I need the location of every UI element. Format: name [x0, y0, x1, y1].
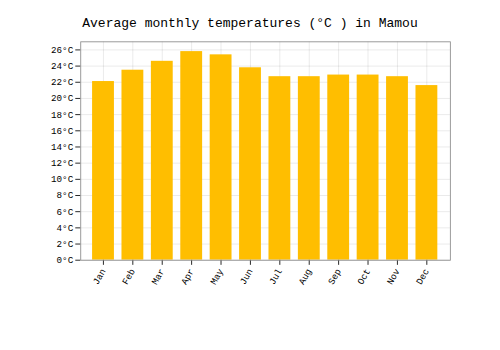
svg-text:20°C: 20°C — [51, 93, 74, 104]
svg-text:0°C: 0°C — [57, 255, 74, 266]
svg-text:4°C: 4°C — [57, 223, 74, 234]
svg-text:Jan: Jan — [91, 267, 109, 287]
svg-text:8°C: 8°C — [57, 190, 74, 201]
svg-text:Aug: Aug — [297, 267, 315, 287]
svg-text:18°C: 18°C — [51, 110, 74, 121]
svg-text:12°C: 12°C — [51, 158, 74, 169]
svg-text:Feb: Feb — [120, 267, 138, 287]
html-text:Average monthly temperatures (: Average monthly temperatures (°C ) in Ma… — [82, 16, 418, 31]
svg-text:May: May — [208, 267, 226, 287]
svg-text:Oct: Oct — [355, 267, 373, 287]
svg-text:Dec: Dec — [414, 267, 432, 287]
svg-text:22°C: 22°C — [51, 77, 74, 88]
svg-text:Apr: Apr — [179, 267, 197, 287]
svg-text:10°C: 10°C — [51, 174, 74, 185]
svg-text:6°C: 6°C — [57, 207, 74, 218]
svg-text:14°C: 14°C — [51, 142, 74, 153]
svg-text:Jun: Jun — [238, 267, 256, 287]
svg-text:2°C: 2°C — [57, 239, 74, 250]
svg-text:Jul: Jul — [267, 267, 285, 287]
svg-text:Mar: Mar — [150, 267, 168, 287]
svg-text:24°C: 24°C — [51, 61, 74, 72]
svg-text:Sep: Sep — [326, 267, 344, 287]
svg-text:26°C: 26°C — [51, 45, 74, 56]
svg-text:16°C: 16°C — [51, 126, 74, 137]
svg-text:Nov: Nov — [385, 267, 403, 287]
